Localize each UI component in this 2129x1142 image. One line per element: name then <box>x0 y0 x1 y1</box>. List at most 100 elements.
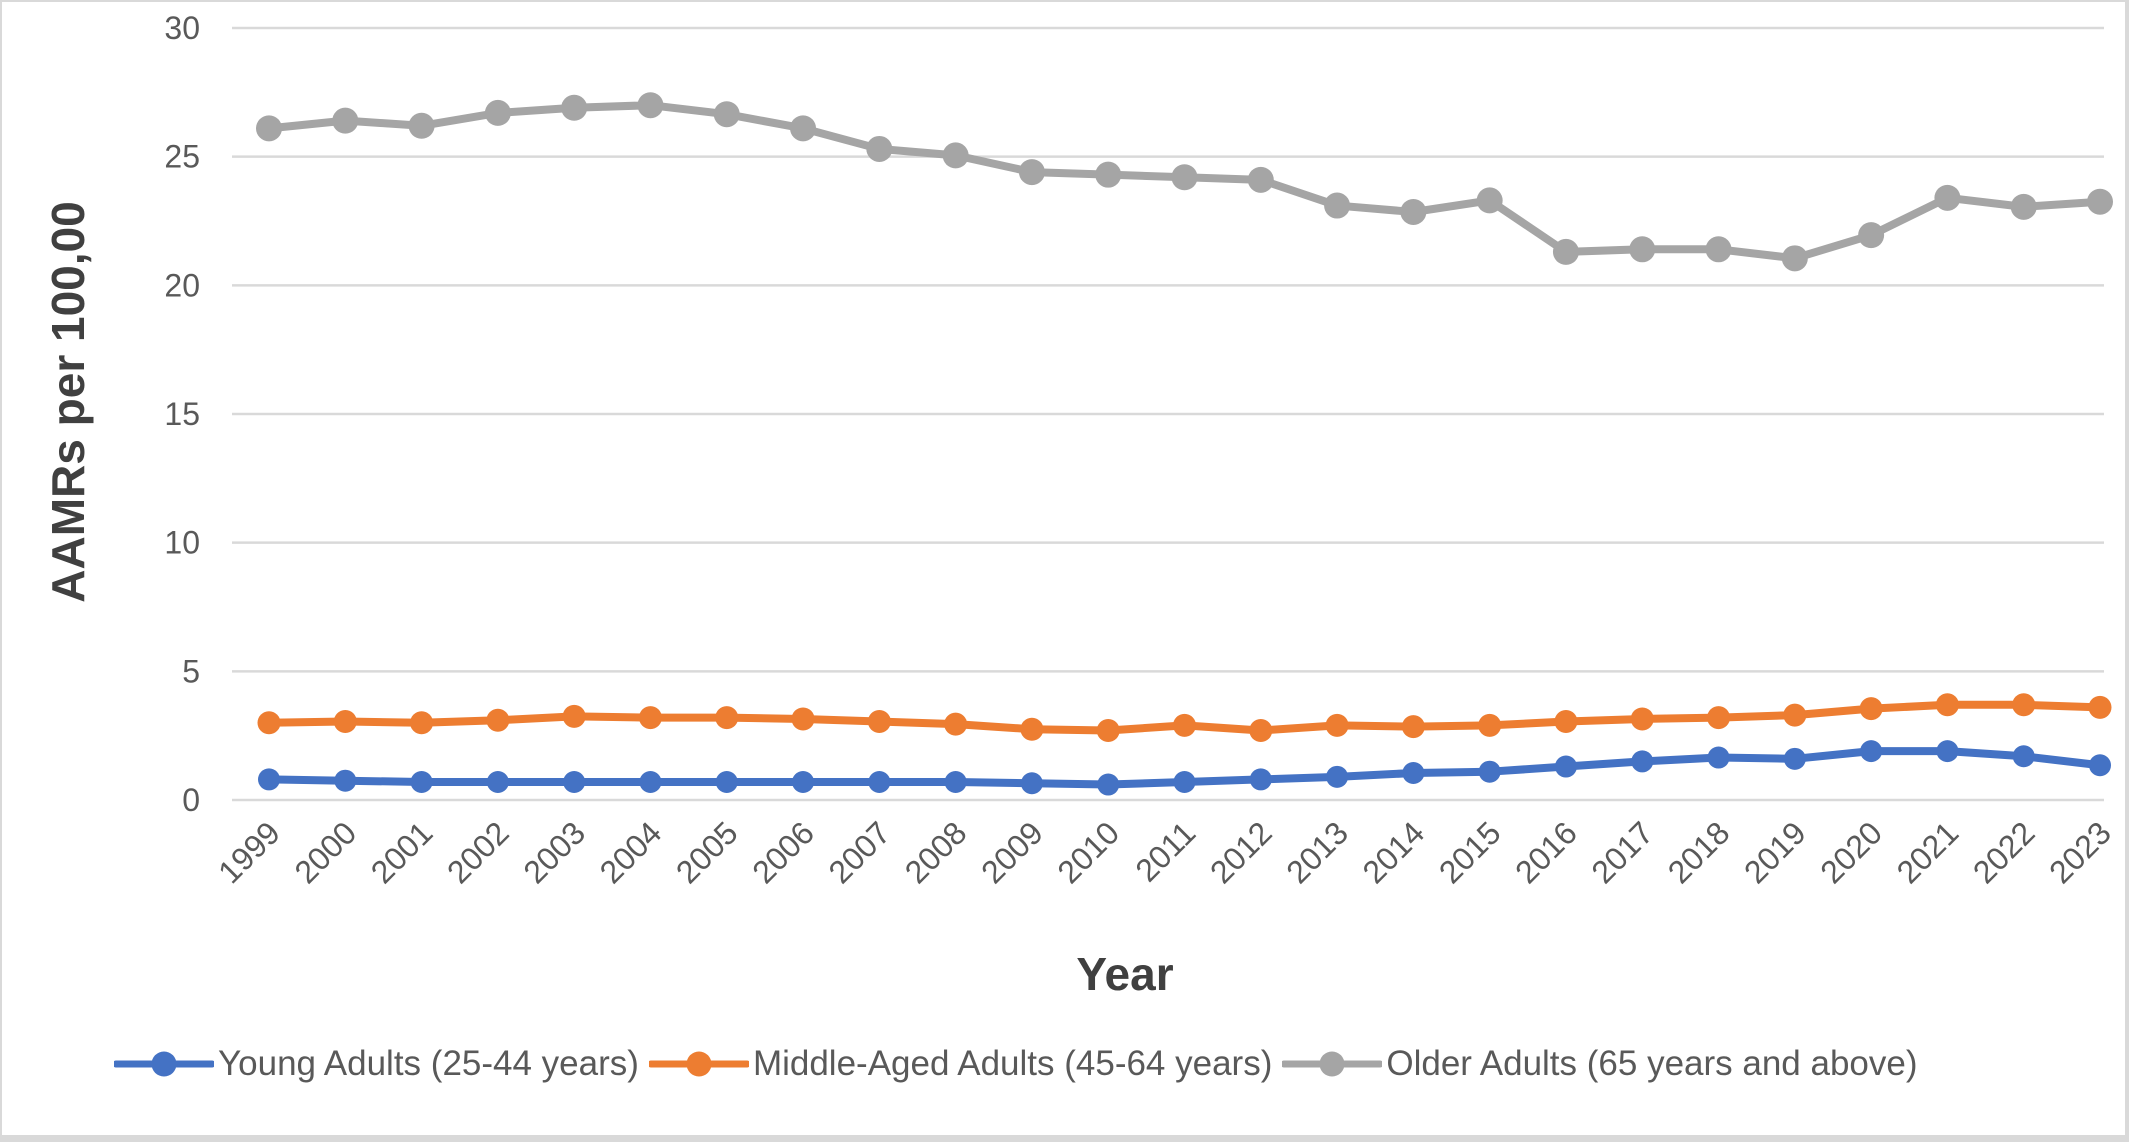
data-point-0-1999 <box>258 768 280 791</box>
legend-dot <box>1319 1051 1345 1077</box>
x-tick-label-group: 2001 <box>364 814 440 890</box>
x-tick-label: 2018 <box>1661 814 1737 890</box>
legend-item-2: Older Adults (65 years and above) <box>1282 1044 1918 1084</box>
data-point-1-2018 <box>1707 706 1731 730</box>
data-point-1-2023 <box>2088 695 2112 719</box>
data-point-1-2021 <box>1935 693 1959 717</box>
data-point-0-2021 <box>1936 740 1959 763</box>
legend-marker-icon <box>1282 1051 1383 1077</box>
x-tick-label-group: 2012 <box>1203 814 1279 890</box>
x-tick-label-group: 2011 <box>1128 814 1202 888</box>
data-point-2-2004 <box>637 92 664 119</box>
x-tick-label-group: 2013 <box>1279 814 1355 890</box>
x-tick-label-group: 2003 <box>516 814 592 890</box>
data-point-2-2021 <box>1934 184 1961 211</box>
x-tick-label: 2000 <box>287 814 363 890</box>
data-point-0-2016 <box>1554 755 1577 778</box>
x-tick-label: 2014 <box>1356 814 1432 890</box>
x-tick-label: 2008 <box>898 814 974 890</box>
x-tick-label: 2012 <box>1203 814 1279 890</box>
x-tick-label-group: 2005 <box>669 814 745 890</box>
x-tick-label-group: 2010 <box>1050 814 1126 890</box>
x-tick-label: 2020 <box>1813 814 1889 890</box>
x-tick-label-group: 2006 <box>745 814 821 890</box>
x-tick-label-group: 2007 <box>821 814 897 890</box>
data-point-2-2006 <box>790 115 817 142</box>
x-tick-label-group: 2004 <box>593 814 669 890</box>
data-point-1-2001 <box>410 711 434 735</box>
data-point-1-2002 <box>486 708 510 732</box>
x-tick-label-group: 1999 <box>211 814 287 890</box>
data-point-0-2011 <box>1173 770 1196 793</box>
data-point-0-2003 <box>563 770 586 793</box>
data-point-1-2019 <box>1783 703 1807 727</box>
data-point-1-2016 <box>1554 710 1578 734</box>
x-tick-label: 2009 <box>974 814 1050 890</box>
x-tick-label-group: 2000 <box>287 814 363 890</box>
x-tick-label-group: 2023 <box>2042 814 2118 890</box>
y-tick-label: 5 <box>182 653 200 689</box>
data-point-2-2012 <box>1247 166 1274 193</box>
data-point-2-2017 <box>1629 236 1656 263</box>
x-tick-label: 1999 <box>211 814 287 890</box>
data-point-2-2014 <box>1400 198 1427 225</box>
y-tick-label: 20 <box>164 267 200 303</box>
x-tick-label: 2011 <box>1128 814 1202 888</box>
x-tick-label: 2003 <box>516 814 592 890</box>
x-tick-label-group: 2017 <box>1584 814 1660 890</box>
legend-label: Older Adults (65 years and above) <box>1386 1044 1918 1083</box>
data-point-0-2020 <box>1860 740 1883 763</box>
legend-marker-icon <box>114 1051 214 1077</box>
data-point-0-2017 <box>1631 750 1654 773</box>
y-axis-title: AAMRs per 100,00 <box>42 201 94 602</box>
series-group <box>256 92 2113 796</box>
data-point-1-2022 <box>2012 693 2036 717</box>
y-tick-label: 30 <box>164 10 200 46</box>
y-tick-label: 10 <box>164 525 200 561</box>
x-tick-label: 2021 <box>1890 814 1966 890</box>
data-point-0-2018 <box>1707 746 1730 769</box>
legend-item-0: Young Adults (25-44 years) <box>114 1044 639 1084</box>
data-point-0-2008 <box>944 770 967 793</box>
data-point-2-2013 <box>1324 192 1351 219</box>
x-tick-label-group: 2018 <box>1661 814 1737 890</box>
data-point-1-2012 <box>1249 719 1273 743</box>
data-point-2-2007 <box>866 135 893 162</box>
data-point-1-2010 <box>1096 719 1120 743</box>
data-point-2-2022 <box>2010 193 2037 220</box>
data-point-1-2015 <box>1478 713 1502 737</box>
data-point-0-2023 <box>2089 754 2111 777</box>
data-point-0-2004 <box>639 770 662 793</box>
data-point-2-2008 <box>942 142 969 169</box>
data-point-1-2013 <box>1325 713 1349 737</box>
chart-legend: Young Adults (25-44 years) Middle-Aged Ad… <box>114 1044 1918 1084</box>
data-point-1-2014 <box>1401 715 1425 739</box>
data-point-2-2009 <box>1018 159 1045 186</box>
x-tick-label: 2007 <box>821 814 897 890</box>
data-point-0-2010 <box>1097 773 1120 796</box>
data-point-1-2005 <box>715 706 739 730</box>
data-point-2-2011 <box>1171 164 1198 191</box>
legend-dot <box>151 1051 177 1077</box>
data-point-1-2003 <box>562 704 586 728</box>
x-tick-label-group: 2021 <box>1890 814 1966 890</box>
x-tick-label-group: 2008 <box>898 814 974 890</box>
data-point-1-2007 <box>867 710 891 734</box>
data-point-2-2010 <box>1095 161 1122 188</box>
data-point-1-2011 <box>1173 713 1196 737</box>
x-tick-label: 2004 <box>593 814 669 890</box>
data-point-2-2005 <box>713 101 740 128</box>
data-point-2-1999 <box>256 115 282 142</box>
data-point-2-2002 <box>484 99 511 126</box>
data-point-0-2001 <box>410 770 433 793</box>
x-tick-label-group: 2014 <box>1356 814 1432 890</box>
data-point-2-2015 <box>1476 187 1503 214</box>
data-point-0-2012 <box>1249 768 1272 791</box>
x-tick-label: 2015 <box>1432 814 1508 890</box>
data-point-0-2022 <box>2012 745 2035 768</box>
data-point-2-2019 <box>1781 245 1808 272</box>
x-tick-label-group: 2015 <box>1432 814 1508 890</box>
legend-marker-icon <box>648 1051 749 1077</box>
x-tick-label: 2022 <box>1966 814 2042 890</box>
data-point-0-2013 <box>1326 765 1349 788</box>
